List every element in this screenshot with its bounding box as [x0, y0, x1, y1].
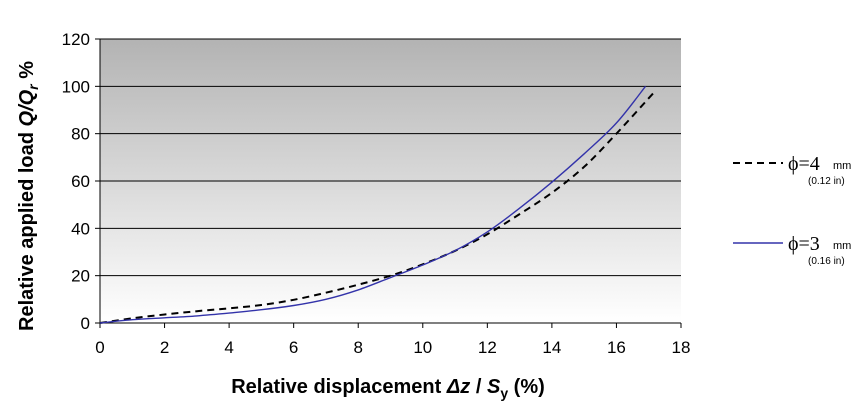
legend-label-phi4: ϕ=4 — [788, 153, 820, 175]
y-tick-label-20: 20 — [71, 267, 90, 286]
y-tick-label-120: 120 — [62, 30, 90, 49]
x-tick-label-16: 16 — [607, 338, 626, 357]
series-line-phi3 — [99, 85, 647, 324]
legend-sub-phi3: (0.16 in) — [808, 256, 845, 267]
legend: ϕ=4 mm (0.12 in) ϕ=3 mm (0.16 in) — [733, 153, 851, 267]
series-line-phi4 — [99, 90, 656, 324]
y-tick-label-100: 100 — [62, 77, 90, 96]
legend-label-phi3: ϕ=3 — [788, 233, 820, 255]
gridlines — [100, 38, 681, 277]
x-tick-label-4: 4 — [224, 338, 233, 357]
y-tick-label-80: 80 — [71, 125, 90, 144]
x-tick-labels: 0 2 4 6 8 10 12 14 16 18 — [95, 338, 690, 357]
legend-entry-phi3: ϕ=3 mm (0.16 in) — [733, 233, 851, 267]
axes — [95, 38, 682, 328]
legend-unit-phi3: mm — [833, 240, 851, 252]
y-tick-label-60: 60 — [71, 172, 90, 191]
y-tick-labels: 0 20 40 60 80 100 120 — [62, 30, 90, 333]
y-axis-title: Relative applied load Q/Qr % — [16, 61, 41, 331]
series-lines — [99, 85, 656, 324]
x-tick-label-10: 10 — [413, 338, 432, 357]
y-tick-label-0: 0 — [81, 314, 90, 333]
legend-sub-phi4: (0.12 in) — [808, 176, 845, 187]
legend-unit-phi4: mm — [833, 160, 851, 172]
x-axis-title: Relative displacement Δz / Sy (%) — [231, 376, 545, 401]
legend-entry-phi4: ϕ=4 mm (0.12 in) — [733, 153, 851, 187]
x-tick-label-8: 8 — [353, 338, 362, 357]
x-tick-label-6: 6 — [289, 338, 298, 357]
x-tick-label-12: 12 — [478, 338, 497, 357]
y-tick-label-40: 40 — [71, 219, 90, 238]
x-tick-label-14: 14 — [542, 338, 561, 357]
x-tick-label-0: 0 — [95, 338, 104, 357]
x-tick-label-2: 2 — [160, 338, 169, 357]
x-tick-label-18: 18 — [672, 338, 691, 357]
